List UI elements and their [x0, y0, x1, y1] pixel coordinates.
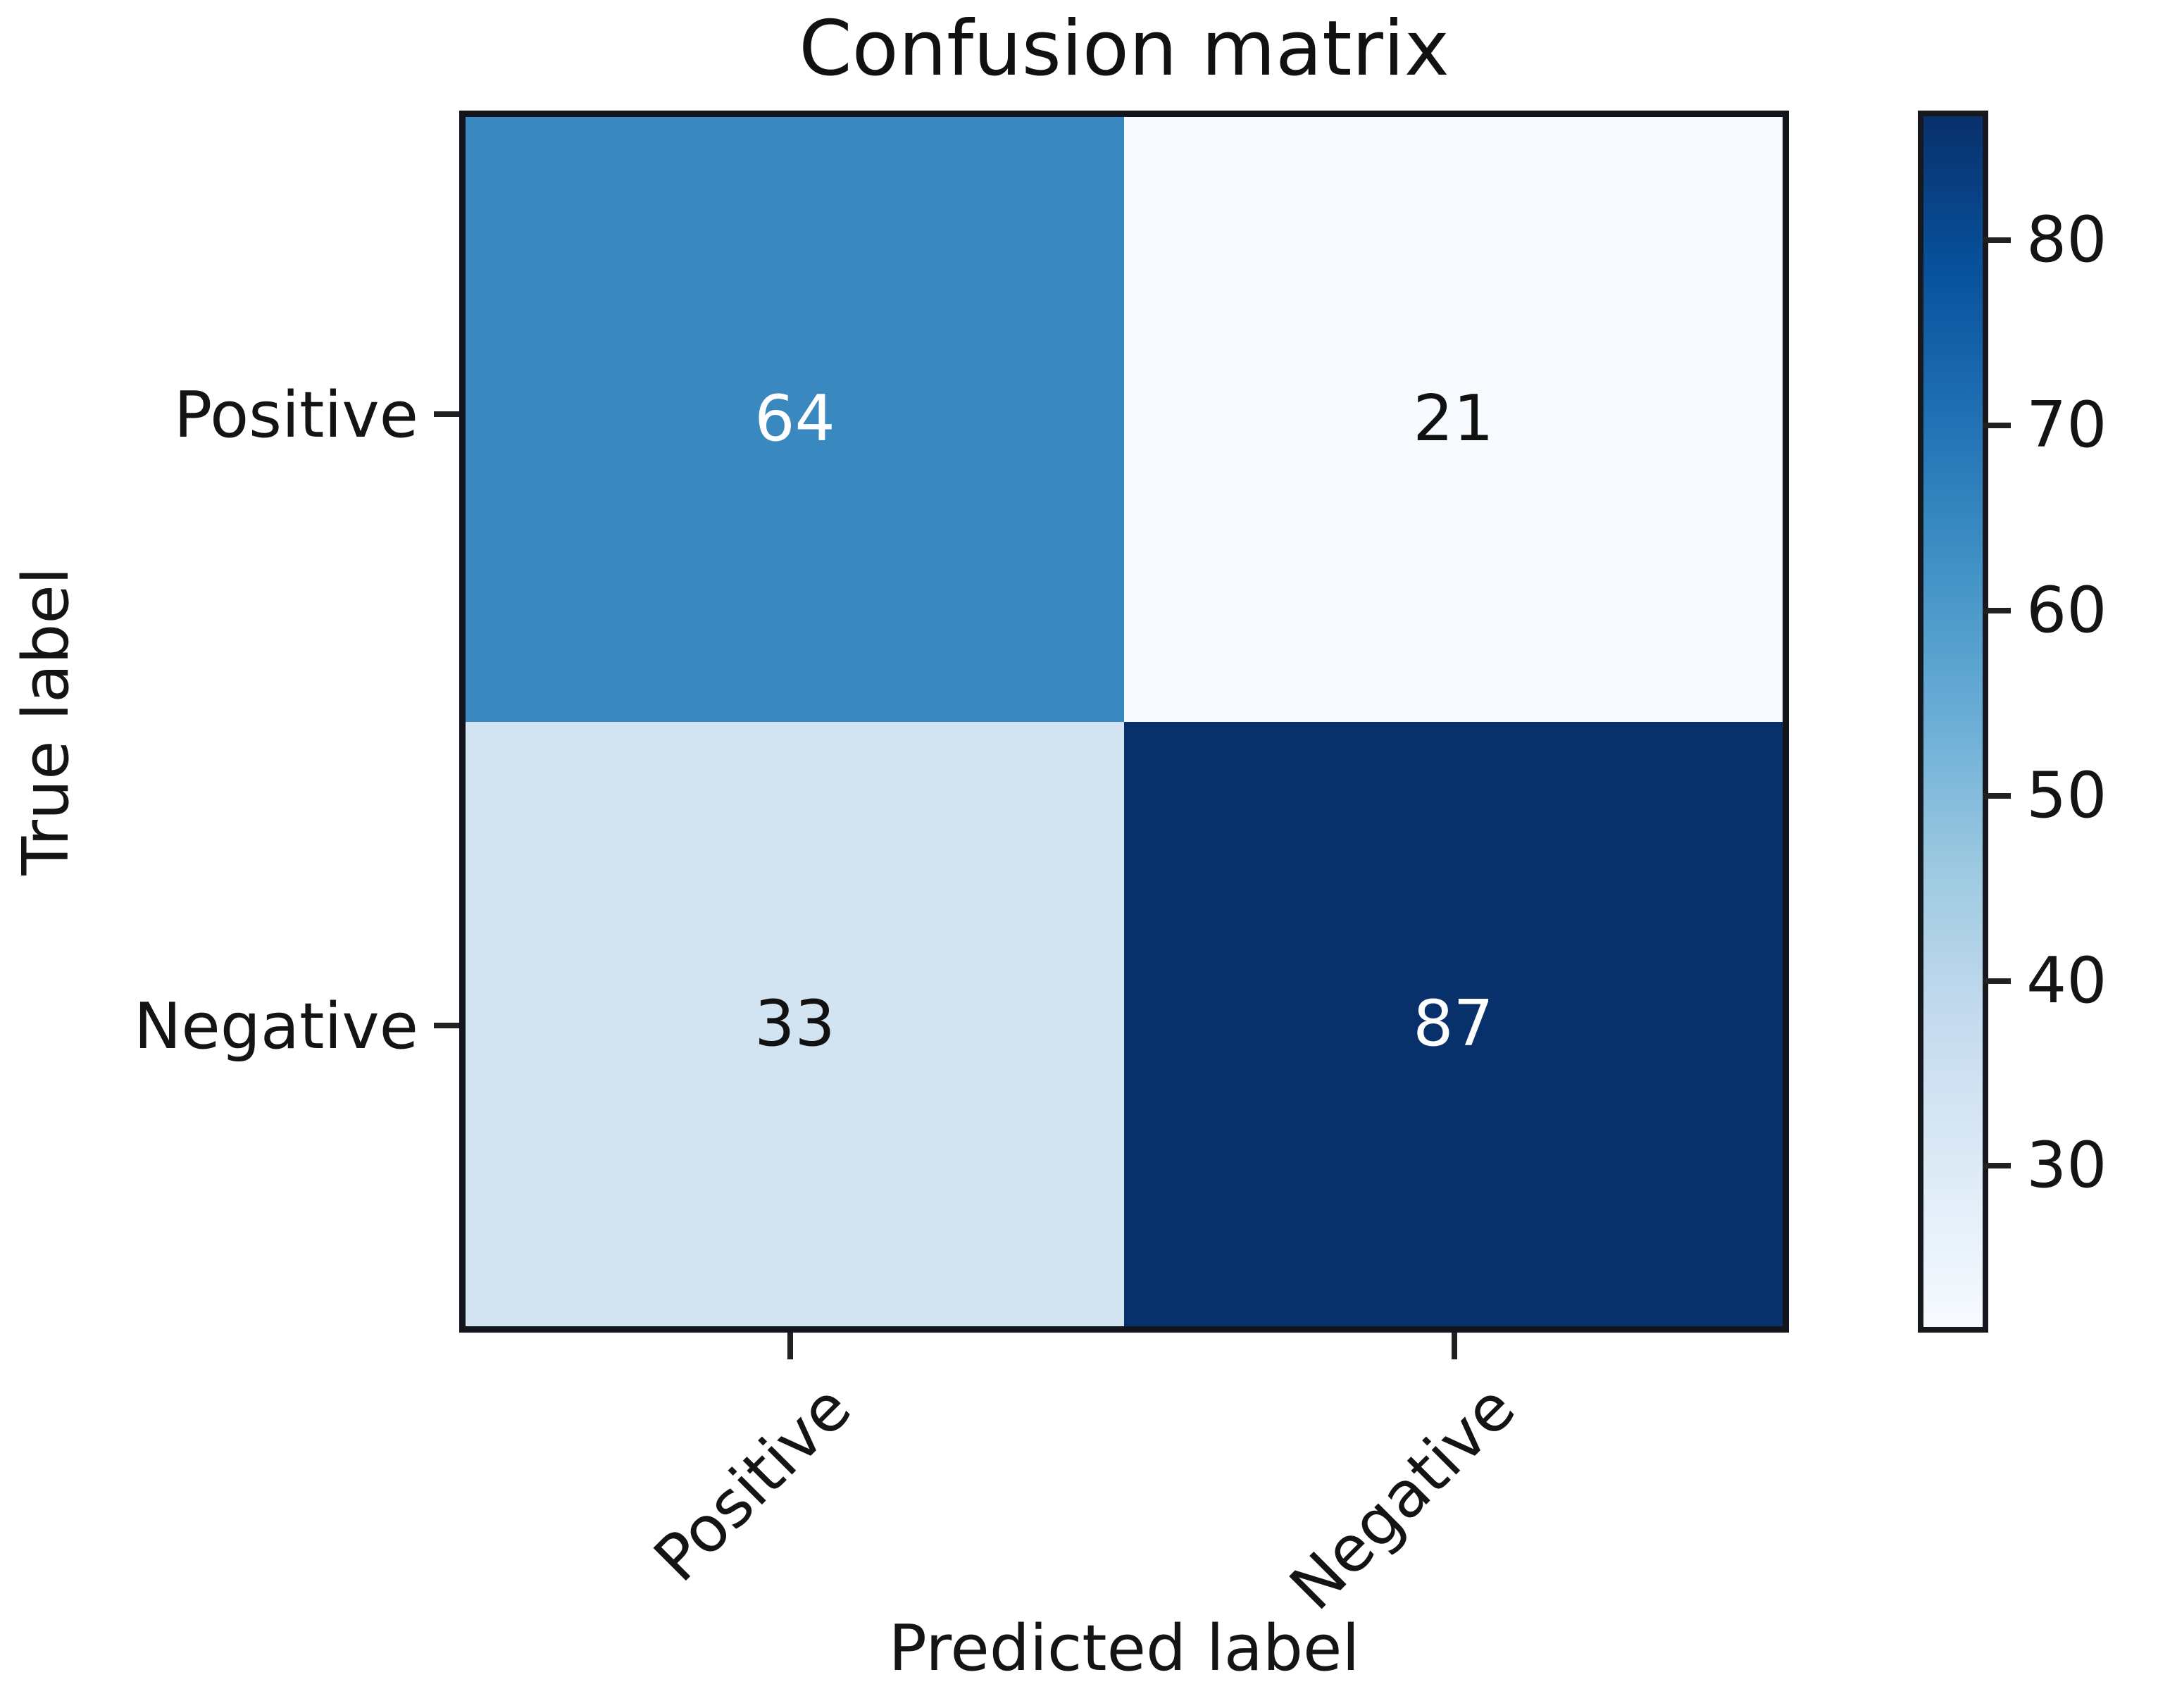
y-tick-label-positive: Positive — [174, 378, 418, 452]
colorbar-tick-mark — [1983, 1163, 2011, 1169]
x-axis-label: Predicted label — [888, 1612, 1360, 1685]
x-tick-label-positive: Positive — [640, 1371, 866, 1596]
y-axis-label: True label — [9, 567, 83, 875]
colorbar-tick: 50 — [1983, 758, 2107, 833]
colorbar-tick-mark — [1983, 422, 2011, 428]
cell-row0-col0: 64 — [466, 117, 1124, 722]
colorbar-tick-label: 70 — [2026, 387, 2107, 462]
y-tick-label-negative: Negative — [134, 990, 418, 1064]
confusion-matrix-plot: 64 21 33 87 — [459, 111, 1789, 1333]
colorbar-tick: 30 — [1983, 1134, 2107, 1197]
colorbar-tick: 60 — [1983, 573, 2107, 647]
x-tick-mark-col1 — [1452, 1333, 1457, 1359]
colorbar-tick-label: 30 — [2026, 1128, 2107, 1203]
colorbar-tick: 70 — [1983, 387, 2107, 462]
colorbar-tick-label: 50 — [2026, 758, 2107, 833]
x-tick-mark-col0 — [787, 1333, 793, 1359]
cell-value-row1-col1: 87 — [1413, 986, 1494, 1061]
colorbar-ticks: 80 70 60 50 40 30 — [1983, 111, 2158, 1333]
colorbar-tick-mark — [1983, 607, 2011, 613]
cell-row0-col1: 21 — [1124, 117, 1783, 722]
colorbar-tick: 80 — [1983, 208, 2107, 272]
colorbar-tick-mark — [1983, 792, 2011, 799]
chart-title: Confusion matrix — [799, 5, 1449, 93]
cell-value-row0-col0: 64 — [754, 382, 835, 456]
cell-value-row0-col1: 21 — [1413, 382, 1494, 456]
colorbar-tick-mark — [1983, 978, 2011, 984]
colorbar-tick: 40 — [1983, 949, 2107, 1013]
cell-row1-col1: 87 — [1124, 721, 1783, 1326]
colorbar-tick-label: 60 — [2026, 573, 2107, 647]
x-tick-label-negative: Negative — [1276, 1371, 1530, 1625]
cell-row1-col0: 33 — [466, 721, 1124, 1326]
y-tick-mark-row1 — [434, 1023, 459, 1028]
y-tick-mark-row0 — [434, 411, 459, 417]
cell-value-row1-col0: 33 — [754, 986, 835, 1061]
colorbar-tick-label: 80 — [2026, 203, 2107, 277]
colorbar — [1918, 111, 1988, 1333]
colorbar-tick-label: 40 — [2026, 943, 2107, 1018]
colorbar-tick-mark — [1983, 237, 2011, 243]
